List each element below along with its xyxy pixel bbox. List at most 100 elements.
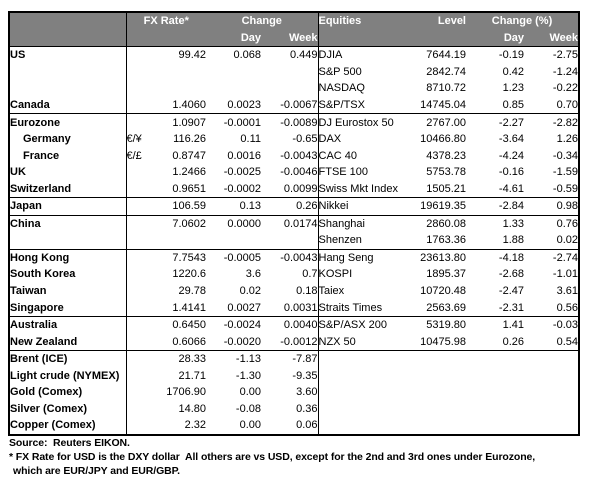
equity-index-name: CAC 40 [318,149,358,162]
equity-change-day-value [466,384,524,401]
equity-change-day-value: -2.68 [498,268,524,281]
table-row: UK 1.2466 -0.0025 -0.0046 FTSE 100 5753.… [9,163,579,181]
equity-change-week-value [524,367,579,384]
table-row: Eurozone 1.0907 -0.0001 -0.0089 DJ Euros… [9,113,579,131]
equity-index-name: NZX 50 [318,333,414,351]
equity-change-week-value: 1.26 [556,133,578,146]
fx-change-week-value [261,232,319,250]
equity-index-name: S&P/TSX [318,96,414,115]
table-row: Brent (ICE) 28.33 -1.13 -7.87 [9,350,579,368]
fx-pair-symbol [126,164,158,181]
header-eq-day: Day [466,29,524,48]
fx-change-day-value: -0.0005 [223,251,261,264]
equity-change-week-value: -1.24 [552,65,578,78]
fx-change-week-value: -0.0043 [261,147,319,164]
fx-rate-value: 1706.90 [166,386,206,399]
header-level: Level [414,12,466,30]
fx-change-week-value: 0.26 [261,197,319,216]
header-fx-rate: FX Rate* [126,12,206,30]
equity-level-value: 7644.19 [426,49,466,62]
equity-level-value: 1505.21 [414,180,466,199]
equity-level-value: 19619.35 [414,197,466,216]
equity-index-name [318,401,414,418]
row-label: Hong Kong [9,249,127,267]
row-label: Brent (ICE) [9,350,127,368]
equity-level-value: 1763.36 [414,232,466,250]
fx-rate-value: 7.0602 [172,217,206,230]
fx-rate-value: 7.7543 [172,251,206,264]
header-equities: Equities [318,12,414,30]
fx-change-week-value: -0.0067 [261,96,319,115]
equity-change-day-value: 1.88 [466,232,524,250]
fx-rate-value: 0.6450 [172,319,206,332]
table-row: Switzerland 0.9651 -0.0002 0.0099 Swiss … [9,180,579,199]
fx-pair-symbol: €/¥ [126,133,142,146]
fx-rate-value: 0.9651 [158,180,206,199]
fx-pair-symbol [126,180,158,199]
row-label: South Korea [9,266,127,283]
equity-level-value: 8710.72 [426,82,466,95]
fx-change-week-value: 0.36 [261,400,319,418]
equity-index-name: Swiss Mkt Index [318,180,414,199]
fx-pair-symbol [126,283,158,300]
fx-pair-symbol [126,249,158,266]
fx-rate-value: 0.8747 [172,149,206,162]
row-label: New Zealand [9,333,127,351]
equity-index-name [318,367,414,384]
fx-change-day-value: 3.6 [245,268,261,281]
fx-pair-symbol [126,266,158,283]
equity-level-value [414,401,466,418]
equity-change-day-value: -0.19 [498,49,524,62]
equity-index-name: NASDAQ [318,82,365,95]
equity-level-value: 4378.23 [426,149,466,162]
fx-rate-value: 1.0907 [172,116,206,129]
fx-change-week-value: -7.87 [261,350,319,368]
header-blank-cell [318,29,414,48]
equity-index-name: Hang Seng [318,251,374,264]
equity-change-week-value: -0.59 [524,180,579,199]
equity-level-value: 23613.80 [420,251,466,264]
header-blank-cell [9,29,127,48]
equity-level-value [414,417,466,435]
fx-pair-symbol [126,114,158,131]
fx-rate-value: 99.42 [178,49,206,62]
fx-rate-value: 116.26 [173,133,206,146]
fx-change-week-value: 0.0099 [261,180,319,199]
row-label: Canada [9,96,127,115]
equity-index-name: DJIA [318,49,343,62]
fx-change-day-value [206,232,261,250]
row-label: Gold (Comex) [9,384,127,401]
fx-change-week-value: -0.0043 [261,249,319,267]
fx-rate-value: 29.78 [178,285,206,298]
table-row: Singapore 1.4141 0.0027 0.0031 Straits T… [9,299,579,317]
fx-change-week-value: 0.449 [261,46,319,64]
fx-change-week-value: 0.0174 [261,215,319,233]
fx-pair-symbol [126,232,158,250]
fx-pair-symbol [126,215,158,232]
fx-pair-symbol [126,197,158,216]
equity-change-week-value: -1.01 [552,268,578,281]
equity-index-name: DJ Eurostox 50 [318,116,394,129]
table-row: South Korea 1220.6 3.6 0.7 KOSPI 1895.37… [9,266,579,283]
fx-change-week-value: 3.60 [261,384,319,401]
fx-change-week-value: -0.0089 [261,113,319,131]
fx-change-day-value: -0.0025 [223,166,261,179]
header-row-1: FX Rate* Change Equities Level Change (%… [9,12,579,30]
equity-index-name: Nikkei [318,197,414,216]
fx-change-day-value [206,64,261,81]
fx-change-day-value: -0.0002 [206,180,261,199]
row-label: Singapore [9,299,127,317]
equity-change-week-value: -2.82 [552,116,578,129]
row-label: US [9,46,127,64]
equity-change-day-value: -4.18 [498,251,524,264]
equity-change-day-value: -2.27 [498,116,524,129]
equity-change-week-value: -0.34 [552,149,578,162]
fx-pair-symbol [126,96,158,115]
table-row: Hong Kong 7.7543 -0.0005 -0.0043 Hang Se… [9,249,579,267]
equity-level-value: 10475.98 [414,333,466,351]
equity-change-week-value: 0.76 [556,217,578,230]
fx-pair-symbol [126,47,158,64]
equity-index-name: Shanghai [318,217,366,230]
equity-level-value [414,367,466,384]
fx-change-day-value: 0.02 [239,285,261,298]
